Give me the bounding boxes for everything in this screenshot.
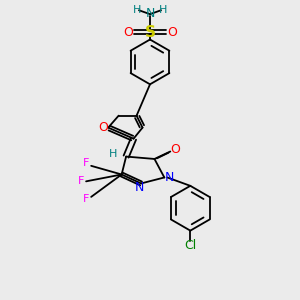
Text: Cl: Cl bbox=[184, 239, 196, 252]
Text: S: S bbox=[145, 25, 155, 40]
Text: F: F bbox=[82, 194, 89, 204]
Text: H: H bbox=[109, 148, 117, 159]
Text: H: H bbox=[159, 5, 168, 15]
Text: N: N bbox=[165, 171, 174, 184]
Text: H: H bbox=[132, 5, 141, 15]
Text: O: O bbox=[98, 121, 108, 134]
Text: N: N bbox=[145, 7, 155, 20]
Text: F: F bbox=[82, 158, 89, 168]
Text: N: N bbox=[135, 181, 144, 194]
Text: O: O bbox=[167, 26, 177, 38]
Text: O: O bbox=[170, 142, 180, 156]
Text: F: F bbox=[77, 176, 84, 186]
Text: O: O bbox=[123, 26, 133, 38]
